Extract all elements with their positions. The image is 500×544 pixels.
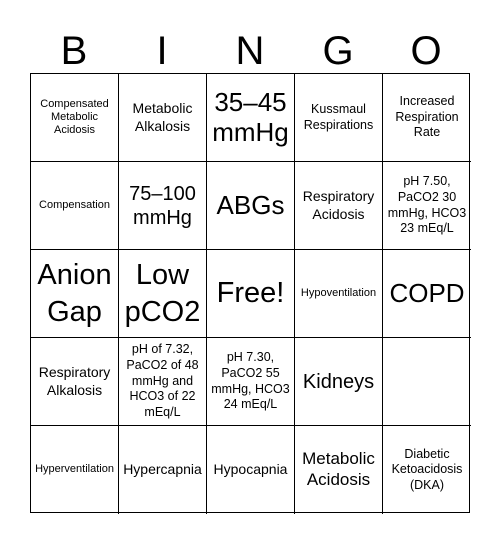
bingo-cell[interactable]: Metabolic Acidosis bbox=[295, 426, 383, 514]
bingo-cell[interactable]: Respiratory Acidosis bbox=[295, 162, 383, 250]
header-letter-b: B bbox=[60, 29, 88, 73]
bingo-cell[interactable]: COPD bbox=[383, 250, 471, 338]
header-letter-g: G bbox=[322, 29, 354, 73]
header-letter-i: I bbox=[156, 29, 168, 73]
bingo-board: Compensated Metabolic Acidosis Metabolic… bbox=[30, 73, 471, 514]
bingo-cell[interactable]: 35–45 mmHg bbox=[207, 74, 295, 162]
bingo-cell[interactable]: pH 7.30, PaCO2 55 mmHg, HCO3 24 mEq/L bbox=[207, 338, 295, 426]
bingo-header: B I N G O bbox=[30, 28, 470, 74]
bingo-cell[interactable]: 75–100 mmHg bbox=[119, 162, 207, 250]
bingo-cell[interactable]: Low pCO2 bbox=[119, 250, 207, 338]
bingo-cell[interactable]: Anion Gap bbox=[31, 250, 119, 338]
bingo-cell[interactable]: Kussmaul Respirations bbox=[295, 74, 383, 162]
bingo-cell-blank[interactable] bbox=[383, 338, 471, 426]
bingo-cell[interactable]: Hypercapnia bbox=[119, 426, 207, 514]
bingo-cell[interactable]: ABGs bbox=[207, 162, 295, 250]
free-space[interactable]: Free! bbox=[207, 250, 295, 338]
bingo-cell[interactable]: Hyperventilation bbox=[31, 426, 119, 514]
bingo-cell[interactable]: pH 7.50, PaCO2 30 mmHg, HCO3 23 mEq/L bbox=[383, 162, 471, 250]
bingo-cell-text: Kidneys bbox=[302, 370, 375, 393]
bingo-cell[interactable]: Diabetic Ketoacidosis (DKA) bbox=[391, 446, 463, 492]
bingo-cell[interactable]: Hypoventilation bbox=[295, 250, 383, 338]
header-letter-o: O bbox=[410, 29, 442, 73]
bingo-cell[interactable]: Compensated Metabolic Acidosis bbox=[31, 74, 119, 162]
bingo-cell[interactable]: Kidneys bbox=[295, 338, 383, 426]
bingo-cell[interactable]: Respiratory Alkalosis bbox=[31, 338, 119, 426]
bingo-cell[interactable]: Metabolic Alkalosis bbox=[119, 74, 207, 162]
bingo-cell[interactable]: Hypocapnia bbox=[207, 426, 295, 514]
bingo-cell[interactable]: pH of 7.32, PaCO2 of 48 mmHg and HCO3 of… bbox=[119, 338, 207, 426]
header-letter-n: N bbox=[235, 29, 265, 73]
bingo-cell[interactable]: Increased Respiration Rate bbox=[383, 74, 471, 162]
bingo-cell[interactable]: Compensation bbox=[31, 162, 119, 250]
